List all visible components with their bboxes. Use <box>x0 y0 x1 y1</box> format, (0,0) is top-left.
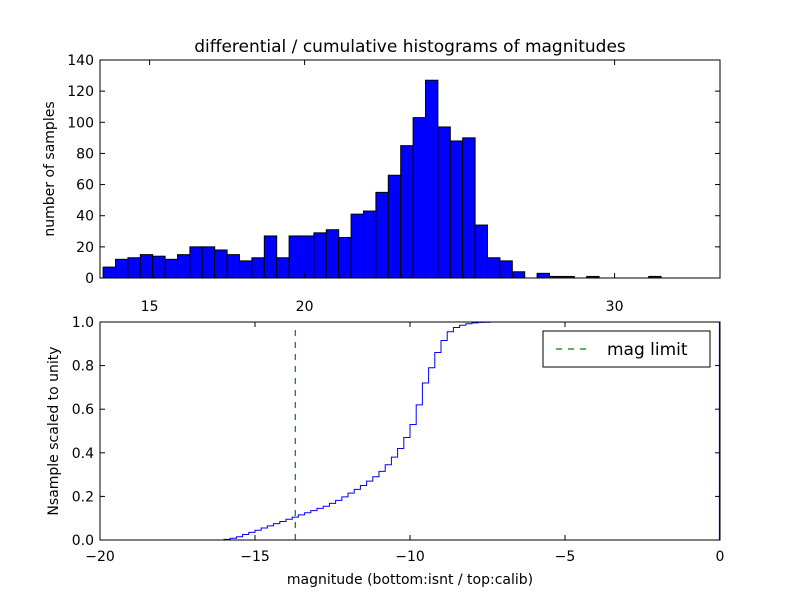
bottom-x-tick-label: −20 <box>85 549 115 565</box>
legend-mag-limit-label: mag limit <box>607 340 688 360</box>
histogram-bar <box>102 266 116 279</box>
top-x-tick-label: 30 <box>606 299 624 315</box>
histogram-bar <box>499 260 513 279</box>
top-y-tick-label: 140 <box>67 53 94 69</box>
bottom-y-tick-label: 0.8 <box>72 359 94 375</box>
histogram-bar <box>189 246 203 279</box>
bottom-x-tick-label: −5 <box>555 549 576 565</box>
histogram-bar <box>164 258 179 279</box>
bottom-y-tick-label: 1.0 <box>72 315 94 331</box>
bottom-y-tick-label: 0.6 <box>72 402 94 418</box>
bottom-x-ticks: −20 −15 −10 −5 0 <box>85 322 724 565</box>
histogram-bar <box>325 229 340 279</box>
histogram-bar <box>387 174 402 279</box>
bottom-x-tick-label: −10 <box>395 549 425 565</box>
histogram-bar <box>251 257 265 279</box>
bottom-y-tick-label: 0.4 <box>72 446 94 462</box>
top-y-ticks: 0 20 40 60 80 100 120 140 <box>67 53 720 287</box>
top-x-tick-label: 15 <box>141 299 159 315</box>
histogram-bar <box>127 257 141 279</box>
histogram-bar <box>437 126 451 279</box>
top-y-tick-label: 120 <box>67 84 94 100</box>
histogram-bar <box>276 257 290 279</box>
top-chart-title: differential / cumulative histograms of … <box>194 37 626 57</box>
top-axes-frame <box>99 59 721 279</box>
histogram-bar <box>263 235 278 279</box>
histogram-bar <box>338 237 352 279</box>
top-y-tick-label: 100 <box>67 115 94 131</box>
histogram-bar <box>511 271 526 279</box>
histogram-bar <box>350 213 365 279</box>
histogram-bar <box>462 137 476 279</box>
top-y-tick-label: 60 <box>76 178 94 194</box>
histogram-bar <box>363 210 377 279</box>
top-y-tick-label: 80 <box>76 146 94 162</box>
histogram-bar <box>301 235 315 279</box>
histogram-bar <box>177 254 191 279</box>
histogram-bar <box>214 249 228 279</box>
histogram-bar <box>201 246 216 279</box>
histogram-bar <box>425 79 439 279</box>
histogram-bar <box>152 255 166 279</box>
top-y-tick-label: 40 <box>76 209 94 225</box>
histogram-bar <box>487 257 501 279</box>
histogram-bar <box>226 254 241 279</box>
histogram-bar <box>139 254 154 279</box>
bottom-axes-frame <box>99 321 721 541</box>
bottom-y-axis-label: Nsample scaled to unity <box>46 346 62 515</box>
histogram-bar <box>449 140 464 279</box>
histogram-bar <box>474 224 489 279</box>
histogram-bar <box>375 191 389 279</box>
histogram-bar <box>239 260 253 279</box>
bottom-lines-group <box>100 321 720 541</box>
histogram-bar <box>536 272 550 279</box>
top-x-tick-label: 20 <box>296 299 314 315</box>
top-bars-group <box>102 79 662 279</box>
top-histogram-panel: differential / cumulative histograms of … <box>42 37 721 315</box>
legend: mag limit <box>542 330 711 368</box>
bottom-y-tick-label: 0.2 <box>72 489 94 505</box>
top-y-tick-label: 0 <box>85 271 94 287</box>
cumulative-step-line <box>100 321 720 541</box>
top-y-axis-label: number of samples <box>42 101 58 236</box>
histogram-bar <box>115 258 129 279</box>
top-x-ticks: 15 20 30 <box>141 60 624 315</box>
histogram-bar <box>313 232 327 279</box>
histogram-bar <box>412 117 427 279</box>
histogram-bar <box>400 145 414 279</box>
bottom-x-axis-label: magnitude (bottom:isnt / top:calib) <box>287 572 533 588</box>
bottom-x-tick-label: −15 <box>240 549 270 565</box>
bottom-y-tick-label: 0.0 <box>72 533 94 549</box>
histogram-bar <box>288 235 303 279</box>
bottom-x-tick-label: 0 <box>716 549 725 565</box>
bottom-cumulative-panel: 0.0 0.2 0.4 0.6 0.8 1.0 −20 −15 −10 −5 0 magnitud… <box>46 315 724 588</box>
top-y-tick-label: 20 <box>76 240 94 256</box>
bottom-y-ticks: 0.0 0.2 0.4 0.6 0.8 1.0 <box>72 315 720 549</box>
